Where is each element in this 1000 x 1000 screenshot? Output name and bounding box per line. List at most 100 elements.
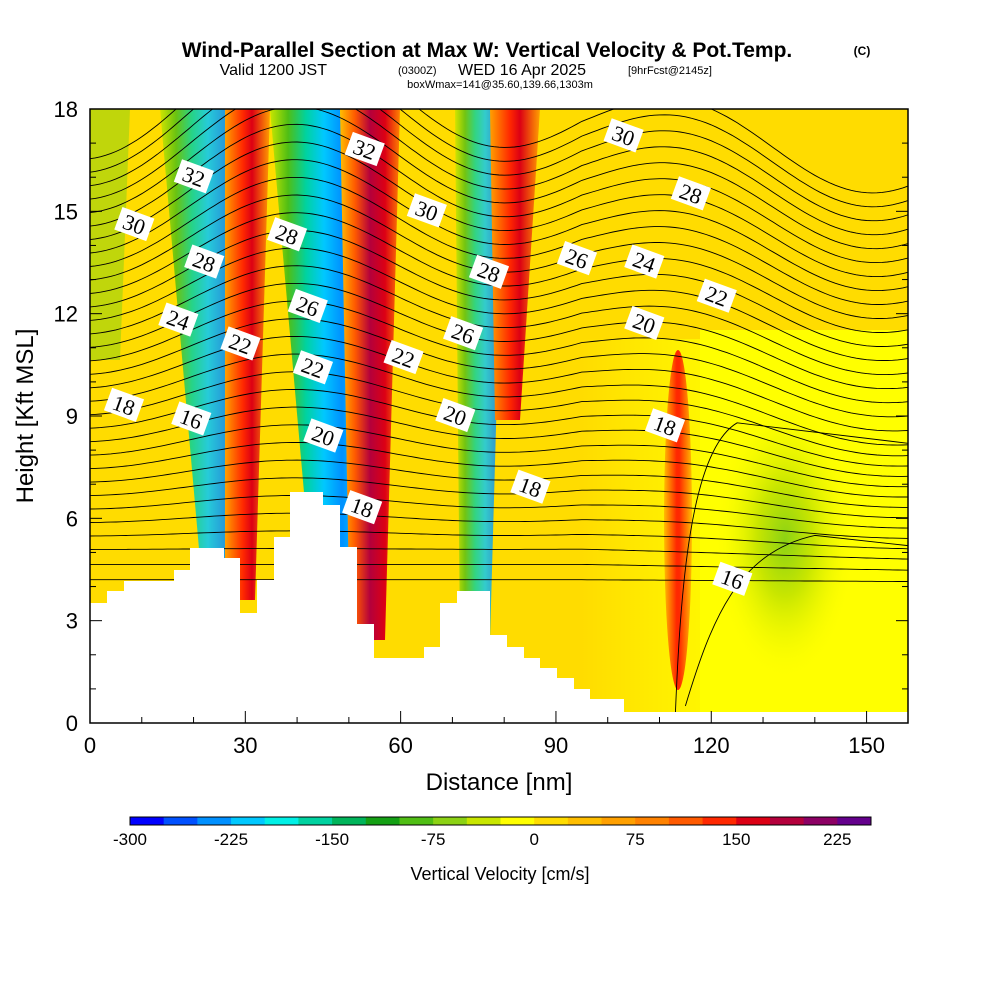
theta-contour bbox=[90, 229, 908, 347]
y-tick-label: 6 bbox=[66, 506, 78, 531]
colorbar-swatch bbox=[197, 817, 232, 825]
x-tick-label: 150 bbox=[848, 733, 885, 758]
contour-label-box bbox=[303, 418, 344, 453]
theta-contours bbox=[90, 109, 908, 723]
theta-contour bbox=[90, 477, 908, 519]
contour-label: 16 bbox=[712, 561, 753, 596]
colorbar-swatch bbox=[163, 817, 198, 825]
x-tick-label: 90 bbox=[544, 733, 568, 758]
y-tick-label: 0 bbox=[66, 711, 78, 736]
x-tick-label: 60 bbox=[388, 733, 412, 758]
box-info: boxWmax=141@35.60,139.66,1303m bbox=[407, 79, 593, 91]
contour-labels: 3230282824222622203230221820262818263028… bbox=[103, 118, 753, 596]
contour-label-box bbox=[510, 469, 551, 504]
theta-contour bbox=[90, 442, 908, 498]
forecast-info: [9hrFcst@2145z] bbox=[628, 65, 712, 77]
x-tick-label: 120 bbox=[693, 733, 730, 758]
theta-contour bbox=[90, 247, 908, 361]
theta-contour bbox=[90, 424, 908, 488]
plot-area bbox=[90, 109, 908, 723]
contour-label-box bbox=[435, 397, 476, 433]
theta-contour bbox=[90, 353, 908, 446]
theta-contour bbox=[90, 300, 908, 404]
contour-label-box bbox=[406, 193, 447, 228]
colorbar-swatch bbox=[702, 817, 737, 825]
colorbar-swatch bbox=[601, 817, 636, 825]
contour-label-box bbox=[383, 339, 424, 375]
colorbar-tick-label: 75 bbox=[626, 830, 645, 849]
contour-label: 18 bbox=[644, 408, 686, 443]
y-tick-label: 15 bbox=[54, 199, 78, 224]
field-updraft-core bbox=[664, 350, 692, 690]
y-axis: 0 3 6 9 12 15 18 bbox=[54, 97, 908, 736]
field-upper-right bbox=[560, 109, 908, 339]
contour-label: 22 bbox=[696, 278, 737, 313]
colorbar: -300 -225 -150 -75 0 75 150 225 bbox=[113, 816, 872, 849]
colorbar-label: Vertical Velocity [cm/s] bbox=[410, 864, 589, 884]
y-axis-label: Height [Kft MSL] bbox=[12, 329, 39, 504]
colorbar-swatch bbox=[668, 817, 704, 825]
valid-zulu: (0300Z) bbox=[398, 65, 437, 77]
contour-label-box bbox=[287, 288, 328, 323]
y-tick-label: 3 bbox=[66, 609, 78, 634]
colorbar-swatch bbox=[433, 817, 468, 825]
contour-label: 32 bbox=[344, 131, 385, 167]
y-tick-label: 9 bbox=[66, 404, 78, 429]
valid-time: Valid 1200 JST bbox=[220, 62, 328, 79]
contour-label: 26 bbox=[287, 288, 328, 323]
theta-contour bbox=[90, 109, 908, 194]
x-axis: 0 30 60 90 120 150 bbox=[84, 711, 885, 758]
contour-label: 28 bbox=[184, 244, 225, 279]
colorbar-tick-label: -150 bbox=[315, 830, 349, 849]
contour-label: 22 bbox=[220, 326, 261, 361]
theta-contour bbox=[90, 495, 908, 529]
contour-label-box bbox=[344, 131, 385, 167]
theta-contour bbox=[90, 318, 908, 418]
main-title: Wind-Parallel Section at Max W: Vertical… bbox=[182, 39, 793, 62]
x-tick-label: 30 bbox=[233, 733, 257, 758]
contour-label-box bbox=[468, 254, 510, 289]
colorbar-swatch bbox=[803, 817, 838, 825]
theta-contour bbox=[90, 109, 908, 250]
x-axis-label: Distance [nm] bbox=[426, 769, 573, 796]
colorbar-swatch bbox=[736, 817, 771, 825]
theta-contour bbox=[90, 123, 908, 264]
theta-contour bbox=[90, 159, 908, 292]
contour-label: 32 bbox=[173, 159, 214, 194]
valid-line: Valid 1200 JST (0300Z) WED 16 Apr 2025 [… bbox=[220, 62, 712, 79]
theta-contour bbox=[90, 371, 908, 457]
field-green-blob bbox=[715, 400, 855, 680]
colorbar-swatch bbox=[635, 817, 670, 825]
contour-label-box bbox=[624, 244, 665, 279]
colorbar-tick-label: 225 bbox=[823, 830, 851, 849]
contour-label-box bbox=[644, 408, 686, 443]
contour-label-box bbox=[158, 302, 199, 337]
contour-label-box bbox=[670, 176, 711, 211]
contour-label-box bbox=[696, 278, 737, 313]
colorbar-swatch bbox=[365, 817, 400, 825]
contour-label-box bbox=[184, 244, 225, 279]
colorbar-swatch bbox=[231, 817, 266, 825]
contour-label-box bbox=[556, 241, 598, 276]
colorbar-tick-label: -300 bbox=[113, 830, 147, 849]
y-tick-label: 18 bbox=[54, 97, 78, 122]
contour-label-box bbox=[103, 387, 145, 422]
contour-label: 22 bbox=[383, 339, 424, 375]
copyright-mark: (C) bbox=[854, 44, 871, 58]
colorbar-frame bbox=[129, 816, 872, 826]
contour-label-box bbox=[603, 118, 644, 153]
contour-label-box bbox=[292, 350, 334, 385]
terrain bbox=[90, 492, 908, 723]
colorbar-swatch bbox=[130, 817, 165, 825]
theta-contour bbox=[674, 422, 908, 723]
contour-label-box bbox=[266, 217, 308, 252]
field-band-neg-2 bbox=[270, 109, 360, 560]
colorbar-tick-label: -75 bbox=[421, 830, 446, 849]
colorbar-tick-label: 150 bbox=[722, 830, 750, 849]
contour-label-box bbox=[712, 561, 753, 596]
theta-contour bbox=[90, 141, 908, 278]
theta-contour bbox=[90, 176, 908, 305]
contour-label-box bbox=[624, 305, 665, 341]
theta-contour bbox=[90, 282, 908, 390]
field-band-neg-1 bbox=[160, 109, 240, 560]
